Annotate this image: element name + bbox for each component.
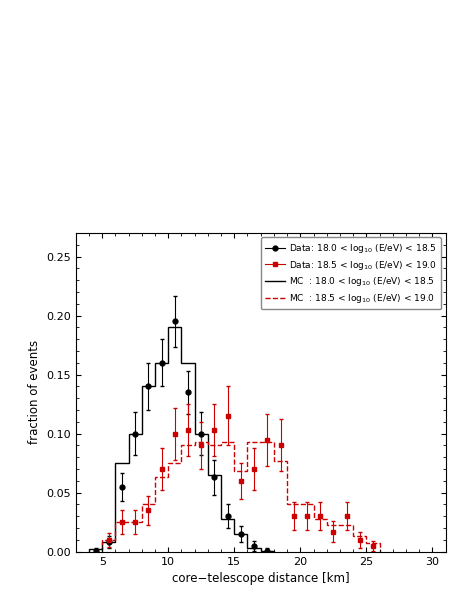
X-axis label: core−telescope distance [km]: core−telescope distance [km] [172,572,349,585]
Legend: Data: 18.0 < log$_{10}$ (E/eV) < 18.5, Data: 18.5 < log$_{10}$ (E/eV) < 19.0, MC: Data: 18.0 < log$_{10}$ (E/eV) < 18.5, D… [261,237,441,310]
Y-axis label: fraction of events: fraction of events [27,340,41,444]
